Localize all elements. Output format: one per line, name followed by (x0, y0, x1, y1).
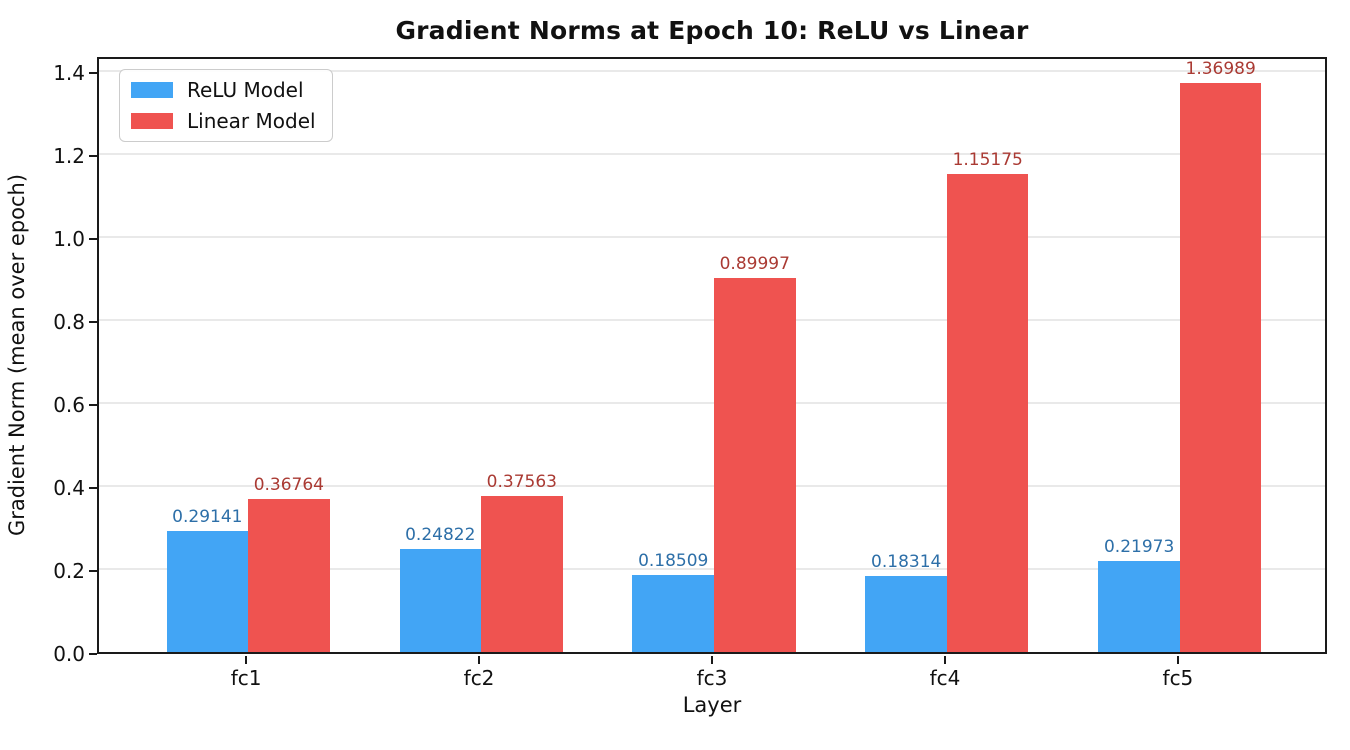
y-tick-mark (89, 71, 97, 74)
bar-value-label-relu-model-fc4: 0.18314 (871, 551, 942, 572)
bar-value-label-relu-model-fc2: 0.24822 (405, 524, 476, 545)
gridline (99, 567, 1325, 570)
bar-linear-model-fc5 (1179, 83, 1262, 652)
gridline (99, 235, 1325, 238)
bar-value-label-linear-model-fc5: 1.36989 (1185, 59, 1256, 80)
gridline (99, 401, 1325, 404)
bar-value-label-linear-model-fc4: 1.15175 (952, 149, 1023, 170)
y-tick-label: 1.4 (53, 60, 85, 85)
legend-swatch-relu-model (131, 82, 173, 98)
x-tick-mark (1176, 656, 1179, 664)
x-tick-label-fc5: fc5 (1162, 666, 1194, 690)
y-tick-mark (89, 653, 97, 655)
bar-linear-model-fc2 (481, 496, 563, 652)
y-tick-label: 0.4 (53, 475, 85, 500)
plot-area: 0.29141 0.24822 0.18509 0.18314 0.21973 0.367… (97, 57, 1327, 654)
chart-title: Gradient Norms at Epoch 10: ReLU vs Line… (395, 16, 1029, 45)
x-tick-label-fc4: fc4 (929, 666, 961, 690)
x-tick-label-fc1: fc1 (230, 666, 262, 690)
y-tick-label: 0.8 (53, 309, 85, 334)
y-tick-mark (89, 486, 97, 489)
gridline (99, 152, 1325, 155)
x-tick-mark (245, 656, 248, 664)
x-tick-mark (943, 656, 946, 664)
y-tick-label: 0.6 (53, 392, 85, 417)
gridline (99, 484, 1325, 487)
y-tick-mark (89, 154, 97, 157)
bar-relu-model-fc4 (865, 575, 947, 652)
bar-linear-model-fc3 (714, 278, 796, 652)
legend-row-linear: Linear Model (131, 110, 316, 132)
x-axis-label: Layer (682, 693, 742, 717)
x-tick-label-fc3: fc3 (696, 666, 728, 690)
legend: ReLU Model Linear Model (119, 69, 333, 142)
y-tick-mark (89, 320, 97, 323)
bar-linear-model-fc1 (248, 499, 330, 652)
x-tick-label-fc2: fc2 (463, 666, 495, 690)
bar-value-label-linear-model-fc1: 0.36764 (253, 475, 324, 496)
y-tick-label: 0.0 (53, 642, 85, 666)
bar-linear-model-fc4 (946, 173, 1029, 652)
y-tick-mark (89, 237, 97, 240)
bar-relu-model-fc5 (1098, 560, 1180, 652)
bar-relu-model-fc2 (399, 548, 482, 652)
y-tick-label: 1.0 (53, 226, 85, 251)
bar-relu-model-fc3 (632, 575, 714, 652)
bar-value-label-relu-model-fc1: 0.29141 (172, 507, 243, 528)
y-tick-label: 0.2 (53, 558, 85, 583)
bar-value-label-linear-model-fc2: 0.37563 (486, 472, 557, 493)
x-tick-mark (711, 656, 713, 664)
bar-value-label-relu-model-fc3: 0.18509 (638, 551, 709, 572)
bar-relu-model-fc1 (166, 531, 249, 652)
legend-swatch-linear-model (131, 113, 173, 129)
legend-label-linear-model: Linear Model (187, 109, 316, 133)
bar-value-label-linear-model-fc3: 0.89997 (719, 254, 790, 275)
x-tick-mark (478, 656, 481, 664)
bar-value-label-relu-model-fc5: 0.21973 (1103, 536, 1175, 557)
y-tick-label: 1.2 (53, 143, 85, 168)
legend-label-relu-model: ReLU Model (187, 78, 304, 102)
gridline (99, 318, 1325, 321)
gridline (99, 69, 1325, 72)
legend-row-relu: ReLU Model (131, 79, 316, 101)
y-tick-mark (89, 403, 97, 406)
y-tick-mark (89, 569, 97, 572)
